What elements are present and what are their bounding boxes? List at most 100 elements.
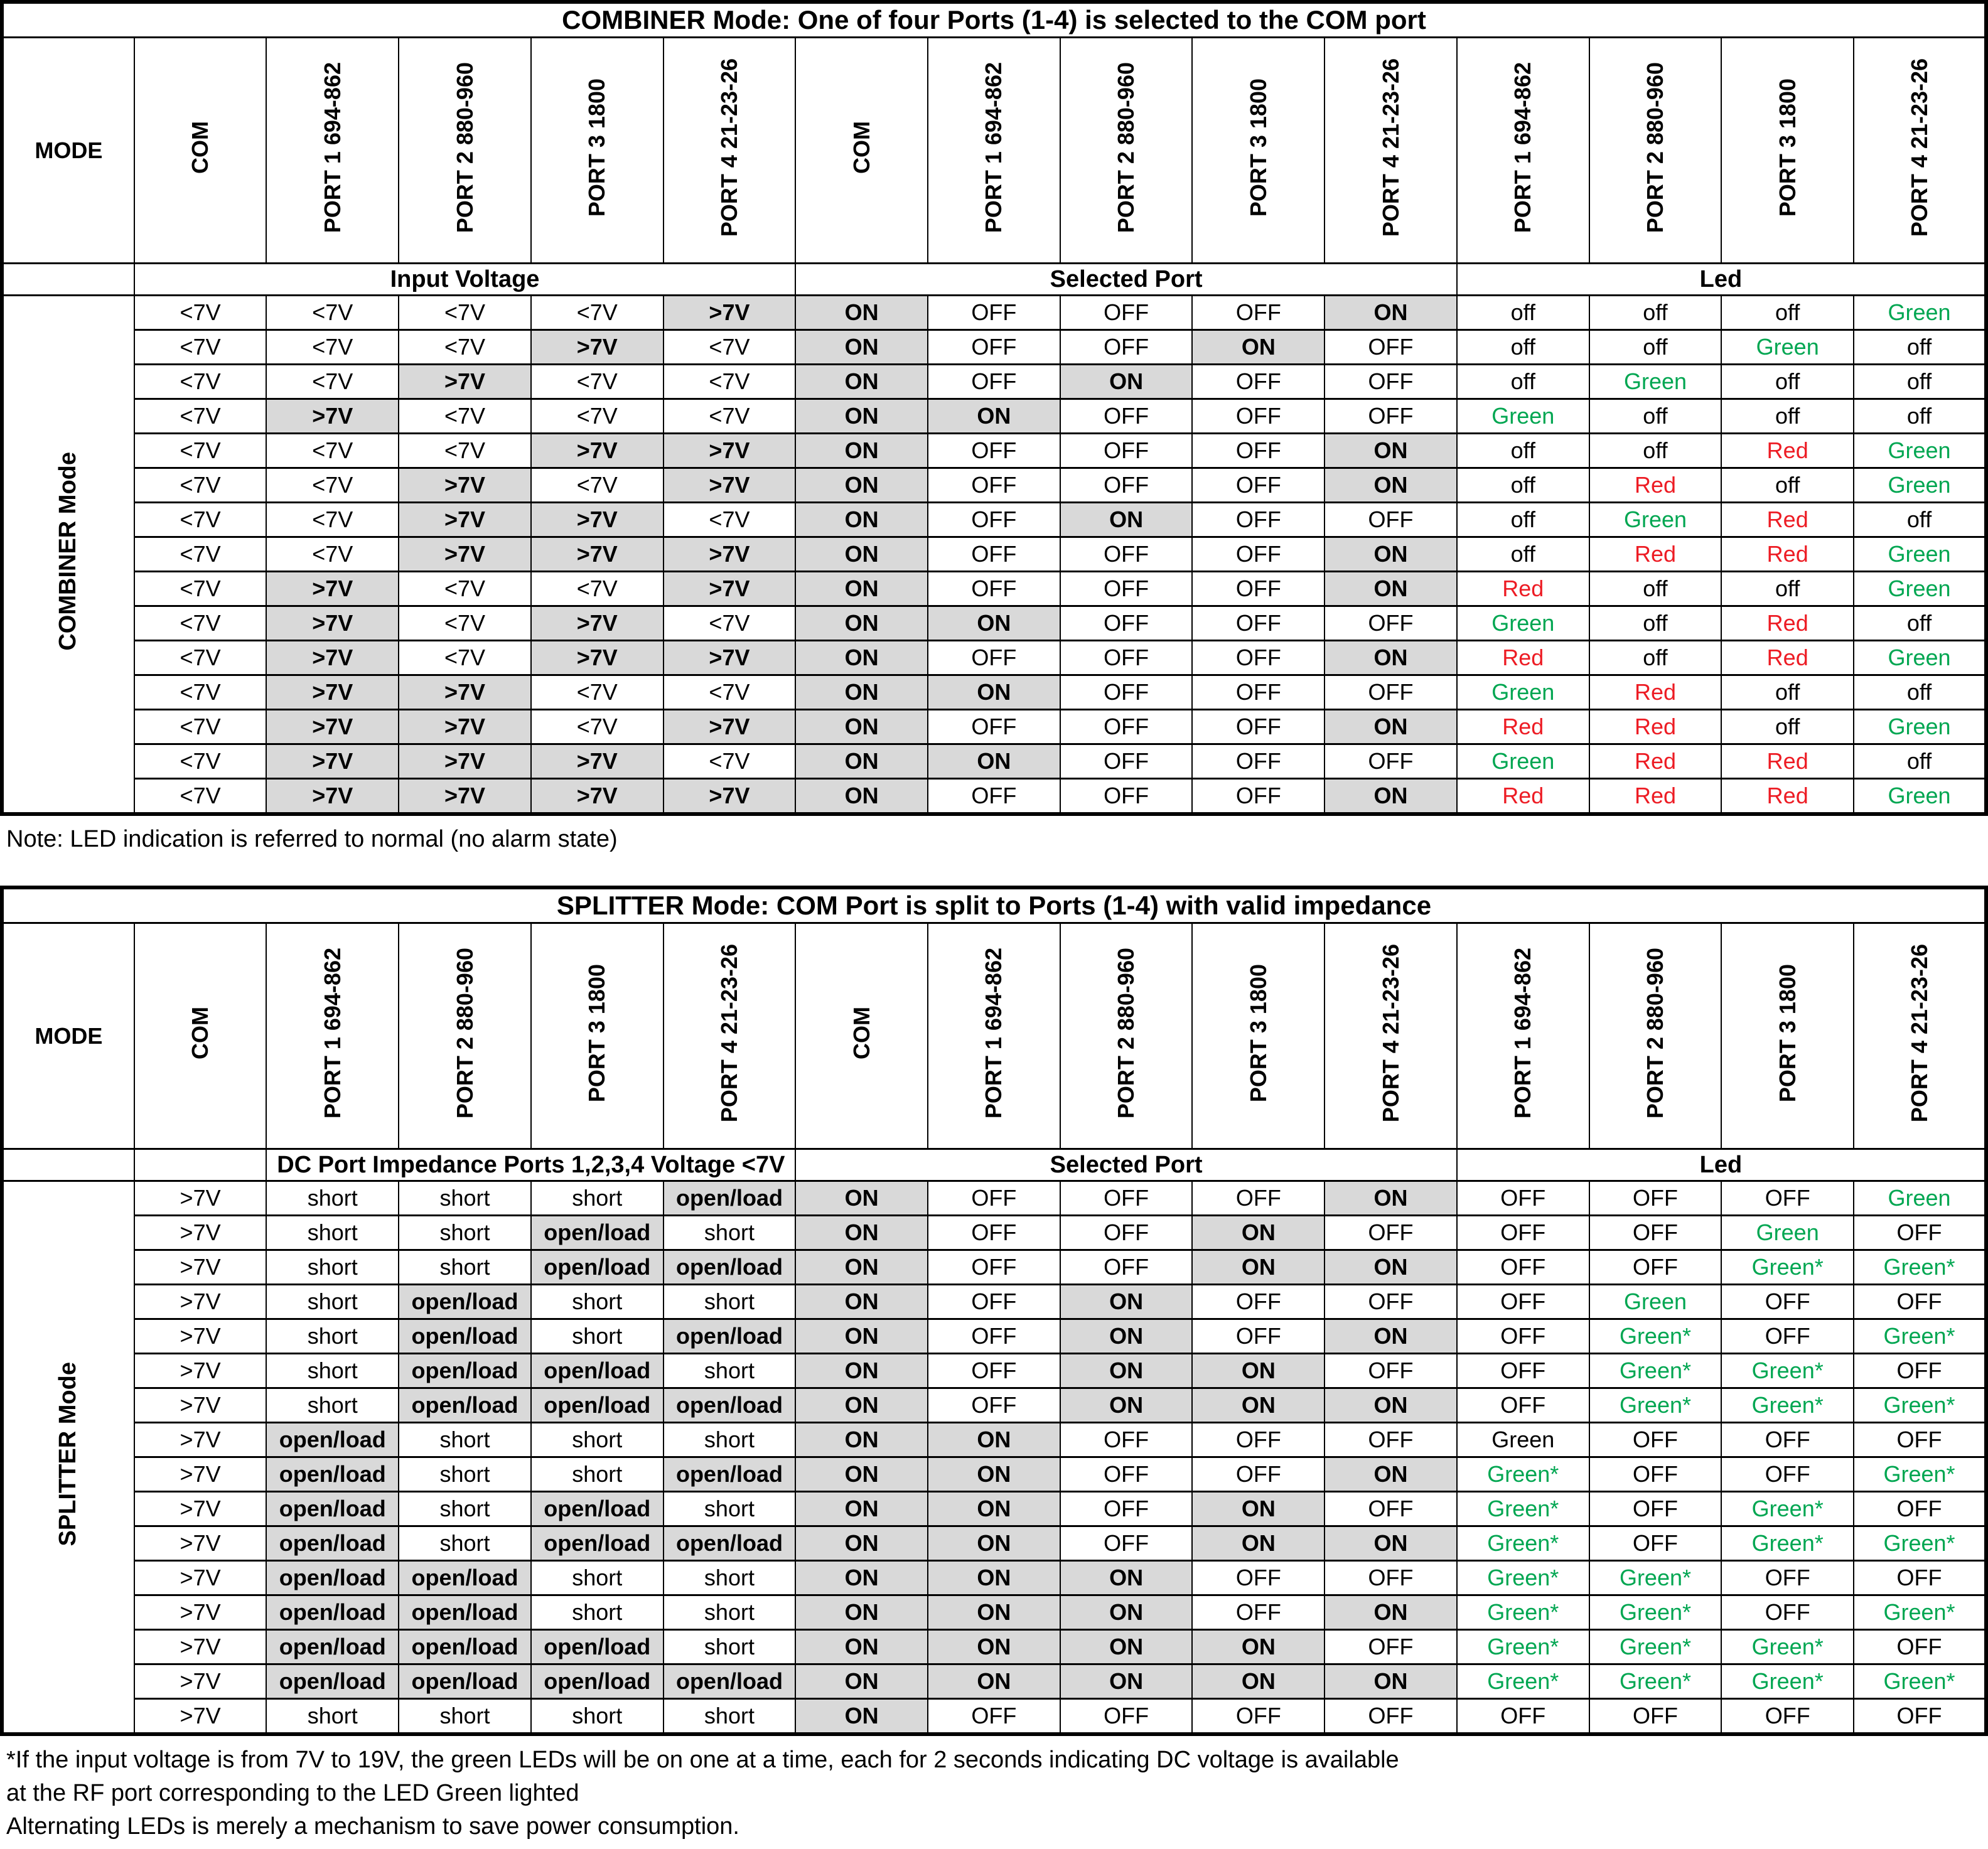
data-cell: open/load [662,1456,797,1493]
data-cell: short [530,1318,664,1354]
data-cell: Red [1588,778,1722,815]
data-cell: Red [1721,778,1855,815]
col-header: COM [795,922,929,1150]
data-cell: OFF [1191,1594,1326,1631]
data-cell: Red [1588,467,1722,503]
mode-label: COMBINER Mode [1,294,135,815]
data-cell: open/load [662,1387,797,1423]
col-header: PORT 3 1800 [1191,36,1326,264]
data-cell: Green* [1588,1560,1722,1596]
data-cell: Green [1456,605,1590,641]
data-cell: off [1853,329,1987,365]
data-cell: Green [1853,294,1987,331]
data-cell: OFF [1588,1698,1722,1735]
data-cell: >7V [266,674,400,710]
col-header: PORT 1 694-862 [927,922,1061,1150]
data-cell: OFF [1853,1214,1987,1251]
col-header: PORT 4 21-23-26 [1853,922,1987,1150]
data-cell: OFF [1059,743,1193,780]
data-cell: short [398,1491,532,1527]
data-cell: OFF [1721,1560,1855,1596]
table-title: SPLITTER Mode: COM Port is split to Port… [1,886,1987,924]
data-cell: OFF [927,1353,1061,1389]
data-cell: OFF [1721,1698,1855,1735]
data-cell: off [1588,605,1722,641]
data-cell: open/load [662,1249,797,1285]
data-cell: >7V [133,1456,267,1493]
data-cell: <7V [266,501,400,538]
data-cell: Green* [1721,1629,1855,1665]
data-cell: OFF [1588,1214,1722,1251]
data-cell: OFF [1059,536,1193,572]
data-cell: Green* [1456,1491,1590,1527]
data-cell: ON [1191,1353,1326,1389]
data-cell: <7V [133,571,267,607]
data-cell: OFF [1059,329,1193,365]
section-header: Selected Port [795,1148,1458,1182]
data-cell: Red [1588,536,1722,572]
data-cell: open/load [398,1318,532,1354]
data-cell: <7V [398,571,532,607]
data-cell: OFF [1191,674,1326,710]
data-cell: >7V [133,1249,267,1285]
data-cell: <7V [398,605,532,641]
data-cell: OFF [927,1214,1061,1251]
data-cell: Green [1853,778,1987,815]
data-cell: Green* [1853,1249,1987,1285]
data-cell: ON [795,1525,929,1562]
data-cell: OFF [1588,1525,1722,1562]
data-cell: ON [795,1180,929,1216]
data-cell: <7V [133,536,267,572]
data-cell: ON [795,709,929,745]
data-cell: >7V [133,1698,267,1735]
data-cell: OFF [1456,1353,1590,1389]
data-cell: Red [1721,501,1855,538]
combiner-note: Note: LED indication is referred to norm… [6,826,618,852]
data-cell: OFF [1059,1422,1193,1458]
data-cell: OFF [1191,571,1326,607]
data-cell: OFF [927,1249,1061,1285]
data-cell: short [398,1525,532,1562]
col-header: PORT 2 880-960 [1588,36,1722,264]
data-cell: OFF [1324,1353,1458,1389]
data-cell: ON [1324,536,1458,572]
data-cell: open/load [662,1663,797,1700]
data-cell: OFF [1324,674,1458,710]
data-cell: OFF [1721,1594,1855,1631]
data-cell: <7V [266,294,400,331]
data-cell: OFF [927,363,1061,400]
data-cell: >7V [266,640,400,676]
data-cell: off [1456,501,1590,538]
data-cell: OFF [1191,1456,1326,1493]
data-cell: OFF [927,1284,1061,1320]
data-cell: short [266,1318,400,1354]
data-cell: ON [795,1560,929,1596]
data-cell: OFF [1324,1629,1458,1665]
data-cell: Green* [1721,1353,1855,1389]
data-cell: <7V [530,571,664,607]
data-cell: <7V [133,605,267,641]
data-cell: OFF [1191,1318,1326,1354]
data-cell: ON [1059,1353,1193,1389]
data-cell: off [1721,363,1855,400]
data-cell: Green* [1588,1629,1722,1665]
data-cell: off [1721,398,1855,434]
col-header-label: COM [187,1007,213,1059]
data-cell: OFF [1059,1491,1193,1527]
data-cell: <7V [133,329,267,365]
data-cell: OFF [1059,709,1193,745]
data-cell: OFF [1059,467,1193,503]
data-cell: ON [795,398,929,434]
data-cell: ON [795,1422,929,1458]
data-cell: OFF [1191,398,1326,434]
data-cell: off [1853,398,1987,434]
data-cell: short [530,1180,664,1216]
combiner-table-mount: COMBINER Mode: One of four Ports (1-4) i… [0,0,1988,816]
data-cell: <7V [662,501,797,538]
data-cell: open/load [398,1594,532,1631]
data-cell: >7V [530,743,664,780]
data-cell: OFF [1456,1284,1590,1320]
data-cell: ON [927,1560,1061,1596]
data-cell: OFF [1324,1560,1458,1596]
data-cell: ON [795,743,929,780]
